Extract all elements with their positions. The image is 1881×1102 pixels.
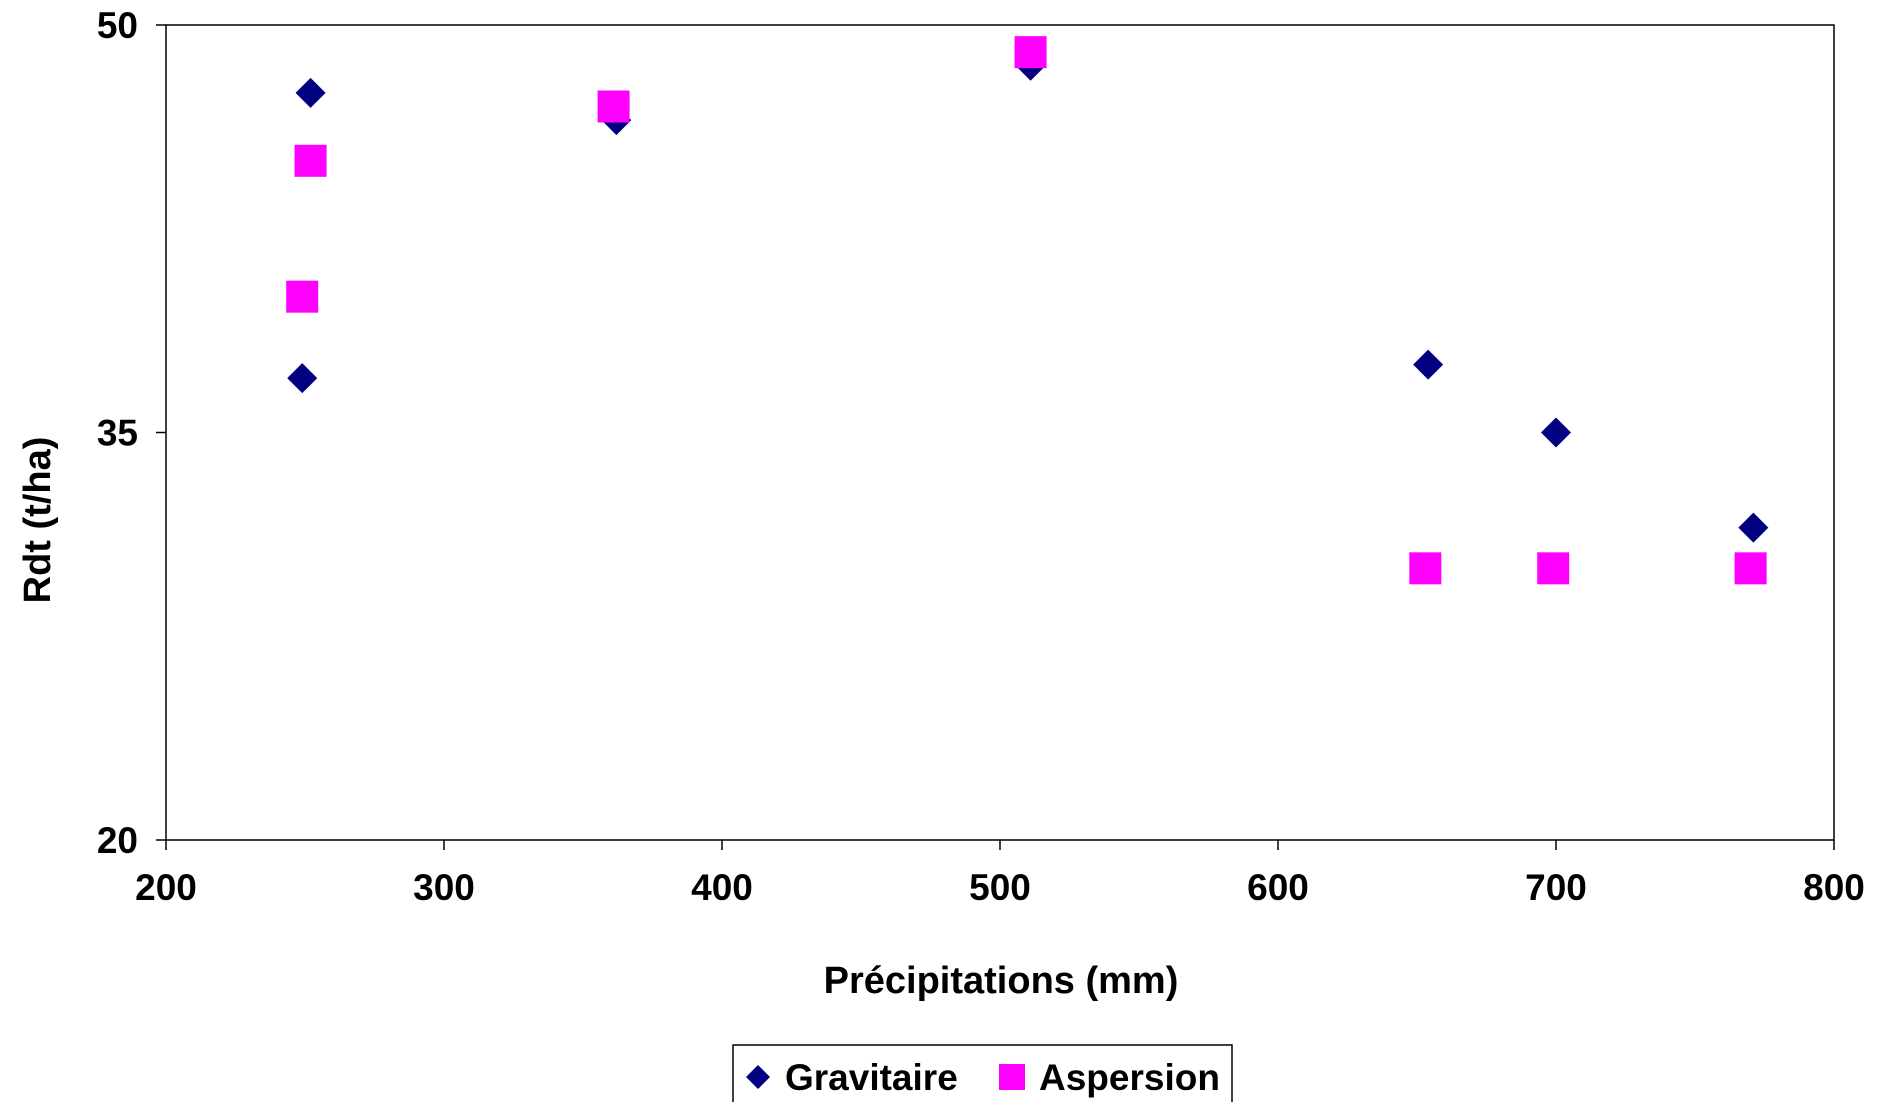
x-axis: 200 300 400 500 600 700 800 xyxy=(135,840,1865,908)
square-point xyxy=(286,280,319,313)
legend-label: Aspersion xyxy=(1039,1057,1220,1098)
diamond-point xyxy=(287,363,318,394)
y-axis-label: Rdt (t/ha) xyxy=(17,437,59,604)
y-axis: 20 35 50 xyxy=(97,5,166,861)
y-tick-label: 20 xyxy=(97,820,138,861)
legend-label: Gravitaire xyxy=(785,1057,958,1098)
legend-diamond-icon xyxy=(746,1065,770,1089)
diamond-point xyxy=(1738,512,1769,543)
plot-frame xyxy=(165,24,1835,841)
y-tick-label: 35 xyxy=(97,413,138,454)
series-aspersion xyxy=(286,36,1767,585)
x-tick-label: 500 xyxy=(969,867,1031,908)
square-point xyxy=(1014,36,1047,69)
diamond-point xyxy=(295,77,326,108)
legend-box xyxy=(732,1044,1233,1102)
y-tick-label: 50 xyxy=(97,5,138,46)
x-tick-label: 800 xyxy=(1803,867,1865,908)
legend-square-icon xyxy=(999,1064,1025,1090)
square-point xyxy=(294,144,327,177)
x-tick-label: 200 xyxy=(135,867,197,908)
diamond-point xyxy=(1413,349,1444,380)
legend: Gravitaire Aspersion xyxy=(732,1044,1233,1102)
x-tick-label: 300 xyxy=(413,867,475,908)
square-point xyxy=(597,90,630,123)
plot-area xyxy=(165,24,1835,841)
series-layer xyxy=(286,36,1769,585)
diamond-point xyxy=(1541,417,1571,448)
x-tick-label: 400 xyxy=(691,867,753,908)
x-axis-label: Précipitations (mm) xyxy=(824,960,1179,1002)
x-tick-label: 600 xyxy=(1247,867,1309,908)
square-point xyxy=(1537,552,1570,585)
square-point xyxy=(1409,552,1442,585)
square-point xyxy=(1734,552,1767,585)
series-gravitaire xyxy=(287,50,1769,543)
x-tick-label: 700 xyxy=(1525,867,1587,908)
